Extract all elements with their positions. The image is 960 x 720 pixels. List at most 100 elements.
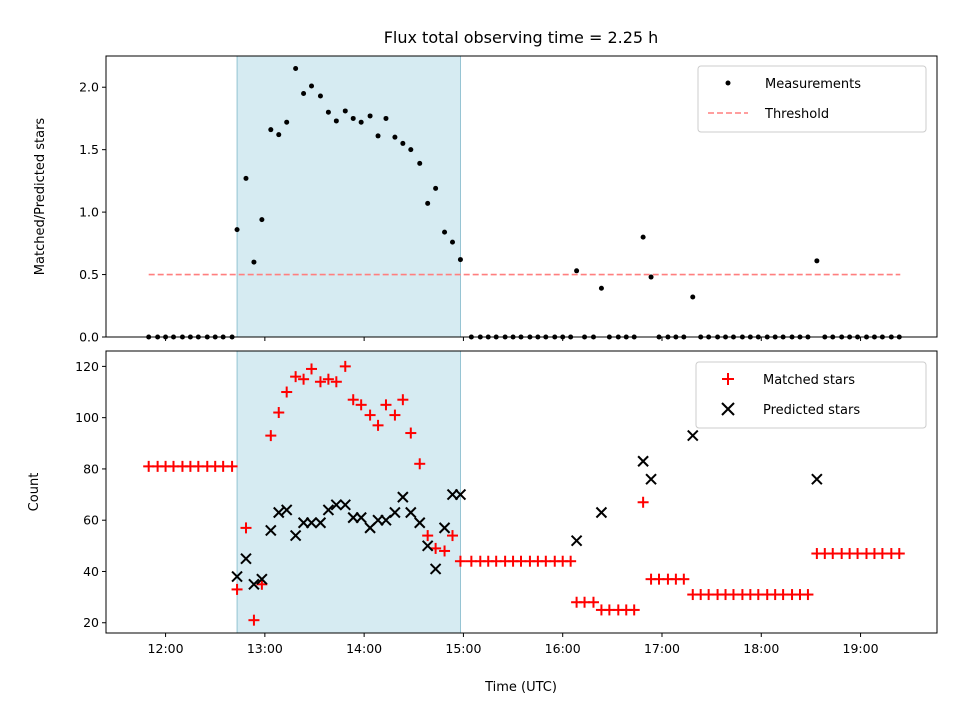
matched-star-point — [330, 376, 342, 388]
matched-star-point — [454, 555, 466, 567]
measurement-point — [690, 294, 696, 300]
y-tick-label: 0.5 — [79, 267, 99, 282]
x-tick-label: 15:00 — [445, 641, 481, 656]
measurement-point — [367, 113, 373, 119]
predicted-star-point — [330, 499, 343, 511]
measurement-point — [408, 147, 414, 153]
predicted-star-point — [305, 517, 318, 529]
predicted-star-point — [231, 570, 243, 583]
measurement-point — [251, 259, 257, 265]
predicted-star-point — [405, 506, 417, 519]
ratio-axis-ticks: 0.0 0.5 1.0 1.5 2.0 — [79, 80, 862, 345]
y-tick-label: 0.0 — [79, 330, 99, 345]
matched-star-point — [380, 399, 392, 411]
legend-predicted-label: Predicted stars — [763, 403, 860, 418]
y-tick-label: 120 — [75, 359, 99, 374]
predicted-star-point — [645, 473, 657, 485]
counts-y-axis-label: Count — [27, 473, 42, 512]
ratio-legend: Measurements Threshold — [697, 65, 927, 133]
y-tick-label: 20 — [83, 615, 99, 630]
measurement-point — [293, 65, 299, 71]
legend-measurements-label: Measurements — [765, 77, 861, 92]
counts-panel: 12:00 13:00 14:00 15:00 16:00 17:00 18:00 19:00… — [27, 350, 938, 695]
matched-star-point — [802, 589, 814, 601]
measurement-point — [640, 234, 646, 240]
legend-measurements-marker — [725, 80, 731, 86]
matched-star-point — [240, 522, 252, 534]
measurement-point — [425, 200, 431, 206]
predicted-star-point — [322, 504, 335, 516]
predicted-star-point — [811, 473, 823, 485]
predicted-star-point — [637, 455, 649, 467]
measurement-point — [400, 140, 406, 146]
predicted-star-point — [438, 522, 451, 534]
counts-axis-ticks: 12:00 13:00 14:00 15:00 16:00 17:00 18:00 19:00… — [75, 359, 878, 656]
y-tick-label: 1.5 — [79, 142, 99, 157]
measurement-point — [284, 119, 290, 125]
measurement-point — [442, 229, 448, 235]
matched-star-point — [231, 583, 243, 595]
x-tick-label: 17:00 — [644, 641, 680, 656]
matched-star-point — [414, 458, 426, 470]
ratio-axes-frame — [105, 55, 938, 338]
measurement-point — [358, 119, 364, 125]
measurement-point — [301, 90, 307, 96]
measurement-point — [342, 108, 348, 114]
matched-star-point — [306, 363, 318, 375]
measurement-point — [268, 127, 274, 133]
matched-star-point — [637, 496, 649, 508]
chart-title: Flux total observing time = 2.25 h — [384, 28, 659, 47]
predicted-star-point — [240, 552, 252, 565]
measurement-point — [383, 115, 389, 121]
matched-star-point — [339, 360, 351, 372]
predicted-star-point — [570, 535, 583, 547]
measurement-point — [317, 93, 323, 99]
measurement-point — [259, 217, 265, 223]
legend-matched-label: Matched stars — [763, 373, 855, 388]
measurement-point — [648, 274, 654, 280]
ratio-y-axis-label: Matched/Predicted stars — [33, 118, 48, 276]
measurement-point — [276, 132, 282, 138]
x-tick-label: 18:00 — [743, 641, 779, 656]
matched-star-point — [256, 578, 268, 590]
measurement-point — [375, 133, 381, 139]
matched-star-point — [405, 427, 417, 439]
matched-star-point — [281, 386, 293, 398]
counts-legend-box — [695, 361, 927, 429]
measurement-point — [350, 115, 356, 121]
matched-star-point — [430, 542, 442, 554]
predicted-star-point — [429, 563, 442, 575]
matched-star-point — [226, 460, 238, 472]
x-tick-label: 14:00 — [346, 641, 382, 656]
matched-star-point — [314, 376, 326, 388]
measurement-point — [433, 185, 439, 191]
measurement-point — [449, 239, 455, 245]
matched-star-point — [322, 373, 334, 385]
predicted-star-point — [280, 504, 293, 516]
matched-star-point — [273, 407, 285, 419]
y-tick-label: 100 — [75, 410, 99, 425]
predicted-star-point — [339, 499, 351, 511]
observing-window-shade-top — [236, 55, 461, 338]
predicted-star-point — [273, 506, 285, 519]
predicted-star-point — [421, 540, 434, 552]
matched-star-point — [678, 573, 690, 585]
predicted-star-point — [355, 511, 367, 524]
x-tick-label: 13:00 — [247, 641, 283, 656]
measurement-point — [574, 268, 580, 274]
matched-star-point — [628, 604, 640, 616]
predicted-star-point — [248, 578, 260, 590]
matched-star-point — [298, 373, 310, 385]
count-points — [143, 360, 905, 626]
predicted-star-point — [595, 506, 608, 519]
matched-star-point — [389, 409, 401, 421]
matched-star-point — [355, 399, 367, 411]
matched-star-point — [565, 555, 577, 567]
predicted-star-point — [265, 524, 277, 537]
observing-window-shade-bottom — [236, 350, 461, 634]
legend-threshold-label: Threshold — [764, 107, 829, 122]
x-tick-label: 16:00 — [545, 641, 581, 656]
matched-star-point — [587, 596, 599, 608]
matched-star-point — [439, 545, 451, 557]
